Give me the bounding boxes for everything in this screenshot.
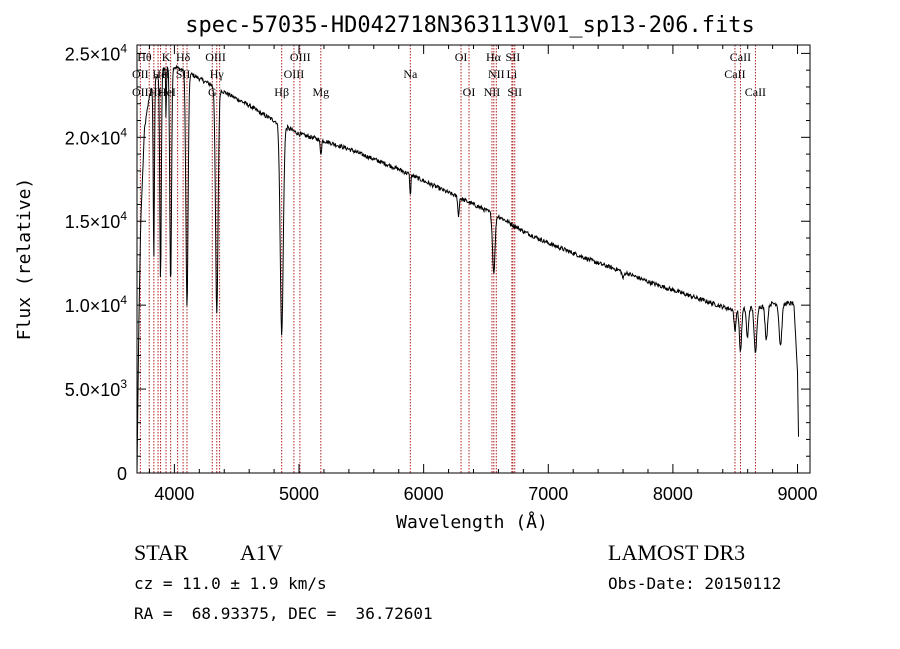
survey-name: LAMOST DR3 (608, 540, 746, 565)
y-tick-label-5: 2.5×104 (65, 41, 128, 64)
x-tick-label-4: 8000 (653, 484, 693, 504)
line-label-13: Hγ (210, 67, 225, 81)
y-tick-label-3: 1.5×104 (65, 209, 128, 232)
line-label-3: OIII (205, 50, 226, 64)
line-label-17: Li (507, 67, 518, 81)
line-label-2: Hδ (176, 50, 191, 64)
line-label-11: H (161, 67, 170, 81)
line-label-6: Hα (486, 50, 502, 64)
y-tick-exponent-1: 3 (120, 377, 127, 391)
line-label-27: SII (507, 85, 522, 99)
plot-frame (136, 44, 811, 474)
spectral-subclass: A1V (240, 540, 283, 565)
y-tick-label-2: 1.0×104 (65, 293, 128, 316)
line-label-15: Na (403, 67, 418, 81)
line-label-7: SII (506, 50, 521, 64)
object-type: STAR (134, 540, 189, 565)
x-axis-label: Wavelength (Å) (396, 511, 548, 533)
line-label-18: CaII (724, 67, 745, 81)
line-label-1: K (162, 50, 171, 64)
line-label-14: OIII (284, 67, 305, 81)
line-label-8: CaII (730, 50, 751, 64)
line-label-23: Hβ (274, 85, 289, 99)
x-tick-label-1: 5000 (279, 484, 319, 504)
y-tick-label-0: 0 (117, 464, 127, 484)
y-tick-exponent-4: 4 (120, 125, 127, 139)
spectrum-chart: spec-57035-HD042718N363113V01_sp13-206.f… (14, 13, 818, 533)
line-label-4: OIII (290, 50, 311, 64)
observation-date: Obs-Date: 20150112 (608, 574, 782, 593)
y-axis-ticks: 0 5.0×103 1.0×104 1.5×104 2.0×104 2.5×104 (65, 41, 810, 484)
coordinates-readout: RA = 68.93375, DEC = 36.72601 (134, 604, 433, 623)
line-label-25: OI (463, 85, 476, 99)
x-tick-label-3: 7000 (528, 484, 568, 504)
x-tick-label-2: 6000 (404, 484, 444, 504)
line-label-24: Mg (312, 85, 329, 99)
x-axis-ticks: 4000 5000 6000 7000 8000 9000 (148, 45, 818, 504)
y-axis-label: Flux (relative) (14, 178, 35, 341)
chart-title: spec-57035-HD042718N363113V01_sp13-206.f… (185, 13, 755, 38)
y-tick-label-1: 5.0×103 (65, 377, 128, 400)
redshift-readout: cz = 11.0 ± 1.9 km/s (134, 574, 327, 593)
y-tick-label-4: 2.0×104 (65, 125, 128, 148)
line-label-22: G (208, 85, 217, 99)
y-tick-exponent-5: 4 (120, 41, 127, 55)
emission-line-markers (139, 45, 756, 473)
line-label-26: NII (484, 85, 501, 99)
x-tick-label-5: 9000 (778, 484, 818, 504)
line-label-0: Hθ (137, 50, 152, 64)
line-label-9: OII (132, 67, 149, 81)
y-tick-exponent-2: 4 (120, 293, 127, 307)
y-tick-exponent-3: 4 (120, 209, 127, 223)
line-label-16: NII (488, 67, 505, 81)
line-label-5: OI (455, 50, 468, 64)
line-label-19: OII (132, 85, 149, 99)
x-tick-label-0: 4000 (154, 484, 194, 504)
line-label-28: CaII (745, 85, 766, 99)
spectrum-line (136, 64, 799, 474)
